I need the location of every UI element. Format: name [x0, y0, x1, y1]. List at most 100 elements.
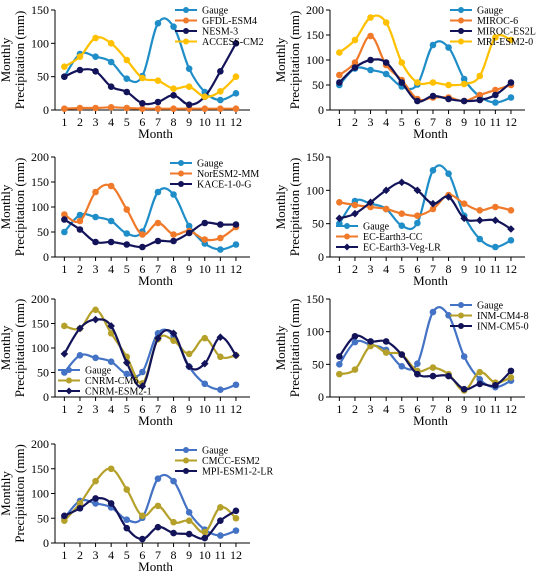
x-axis-title: Month [413, 273, 448, 288]
x-tick-label: 12 [505, 402, 517, 416]
x-tick-label: 5 [399, 115, 405, 129]
data-point [170, 92, 177, 99]
y-axis-title-line2: Precipitation (mm) [287, 158, 302, 257]
data-point [107, 217, 115, 225]
data-point [217, 96, 224, 104]
x-tick-label: 6 [139, 262, 145, 276]
data-point [92, 188, 99, 196]
x-tick-label: 3 [93, 548, 99, 562]
legend-label: MIROC-ES2L [477, 27, 536, 38]
legend-marker [183, 457, 189, 464]
data-point [170, 191, 177, 198]
legend-marker [178, 170, 184, 177]
data-point [460, 214, 468, 223]
x-tick-label: 1 [61, 402, 67, 416]
data-point [217, 386, 224, 393]
legend-label: GFDL-ESM4 [202, 16, 257, 27]
legend-label: CNRM-CM6 [85, 376, 138, 387]
legend-label: ACCESS-CM2 [202, 37, 264, 48]
data-point [232, 90, 240, 97]
data-point [445, 95, 452, 103]
legend-label: MPI-ESM1-2-LR [202, 467, 273, 478]
data-point [507, 94, 515, 101]
data-point [61, 63, 68, 70]
x-tick-label: 2 [352, 115, 358, 129]
x-tick-label: 4 [108, 262, 114, 276]
data-point [92, 34, 99, 42]
x-tick-label: 3 [368, 402, 374, 416]
series-kace-1-0-g [61, 216, 240, 251]
data-point [232, 73, 240, 80]
y-tick-label: 100 [31, 341, 49, 355]
data-point [107, 358, 115, 366]
data-point [154, 20, 162, 27]
data-point [154, 77, 162, 84]
data-point [123, 370, 131, 378]
legend-label: Gauge [202, 6, 229, 17]
x-tick-label: 9 [186, 402, 192, 416]
x-tick-label: 10 [474, 115, 486, 129]
legend-marker [66, 367, 72, 373]
legend-label: Gauge [202, 446, 229, 457]
data-point [154, 334, 162, 342]
data-point [217, 221, 224, 228]
y-tick-label: 150 [31, 462, 49, 476]
data-point [92, 104, 99, 112]
data-point [382, 349, 390, 356]
data-point [61, 216, 68, 223]
data-point [185, 517, 193, 525]
data-point [232, 241, 240, 248]
y-tick-label: 150 [306, 150, 324, 164]
y-tick-label: 100 [31, 36, 49, 50]
x-tick-label: 8 [171, 402, 177, 416]
data-point [382, 205, 390, 213]
legend-marker [344, 233, 350, 240]
data-point [170, 231, 177, 238]
data-point [201, 236, 209, 243]
legend-label: MIROC-6 [477, 16, 518, 27]
legend-marker [183, 38, 189, 45]
series-mri-esm2-0 [336, 14, 515, 89]
legend-label: Gauge [363, 222, 390, 233]
data-point [154, 237, 162, 245]
data-point [492, 34, 499, 41]
y-axis-title-line1: Monthly [273, 325, 288, 370]
data-point [492, 381, 499, 389]
data-point [367, 32, 374, 40]
data-point [507, 374, 515, 381]
data-point [200, 359, 209, 368]
x-tick-label: 5 [124, 115, 130, 129]
data-point [107, 238, 115, 246]
data-point [445, 170, 452, 177]
x-tick-label: 7 [430, 115, 436, 129]
data-point [476, 72, 484, 80]
x-tick-label: 10 [199, 115, 211, 129]
x-tick-label: 7 [155, 262, 161, 276]
data-point [492, 243, 499, 251]
x-tick-label: 9 [461, 402, 467, 416]
x-tick-label: 12 [230, 262, 242, 276]
x-tick-label: 7 [155, 548, 161, 562]
data-point [476, 235, 484, 243]
data-point [217, 246, 224, 253]
data-point [107, 330, 115, 337]
data-point [398, 79, 406, 86]
data-point [92, 477, 99, 485]
x-tick-label: 3 [368, 115, 374, 129]
x-tick-label: 9 [186, 262, 192, 276]
data-point [414, 360, 421, 367]
series-gfdl-esm4 [61, 104, 240, 112]
data-point [92, 53, 99, 60]
data-point [507, 36, 515, 44]
x-tick-label: 2 [352, 402, 358, 416]
data-point [232, 514, 240, 522]
data-point [139, 105, 146, 112]
legend-marker [178, 160, 184, 166]
data-point [491, 216, 500, 225]
series-gauge [61, 187, 240, 253]
data-point [429, 79, 437, 86]
x-tick-label: 6 [414, 115, 420, 129]
legend-label: KACE-1-0-G [197, 180, 251, 191]
